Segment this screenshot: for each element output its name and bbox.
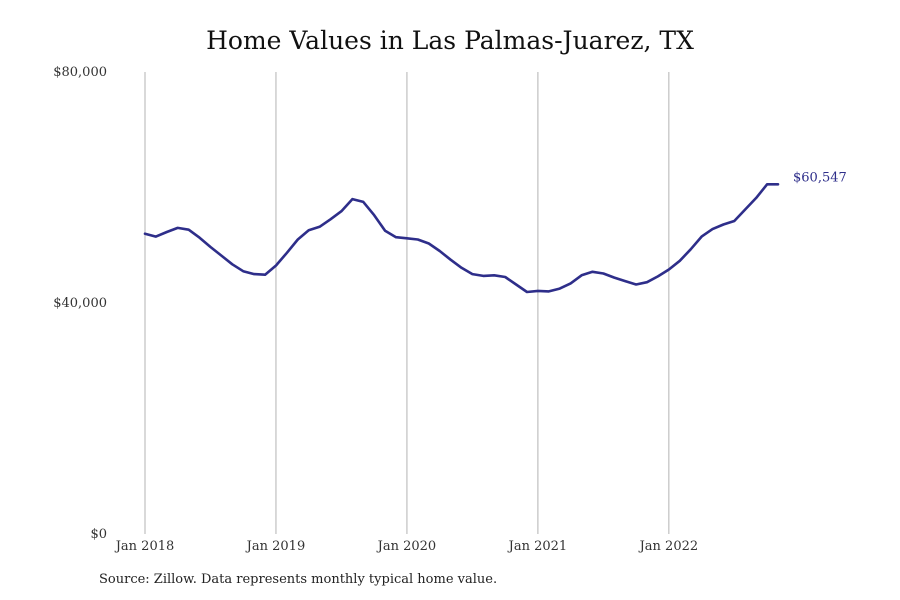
x-tick-label-3: Jan 2021 bbox=[507, 539, 568, 554]
x-tick-label-0: Jan 2018 bbox=[114, 539, 175, 554]
x-tick-label-1: Jan 2019 bbox=[245, 539, 306, 554]
x-tick-label-2: Jan 2020 bbox=[376, 539, 437, 554]
source-note: Source: Zillow. Data represents monthly … bbox=[99, 572, 498, 587]
y-tick-label-0: $0 bbox=[90, 527, 107, 542]
end-value-label: $60,547 bbox=[793, 170, 847, 185]
series-line-home-value bbox=[143, 183, 780, 294]
chart-title: Home Values in Las Palmas-Juarez, TX bbox=[206, 26, 694, 55]
y-tick-label-1: $40,000 bbox=[53, 296, 107, 311]
gridlines bbox=[144, 72, 670, 534]
x-tick-label-4: Jan 2022 bbox=[638, 539, 699, 554]
y-tick-label-2: $80,000 bbox=[53, 65, 107, 80]
series: $60,547 bbox=[143, 170, 847, 294]
axis-labels: Jan 2018 Jan 2019 Jan 2020 Jan 2021 Jan 2022… bbox=[53, 65, 698, 554]
